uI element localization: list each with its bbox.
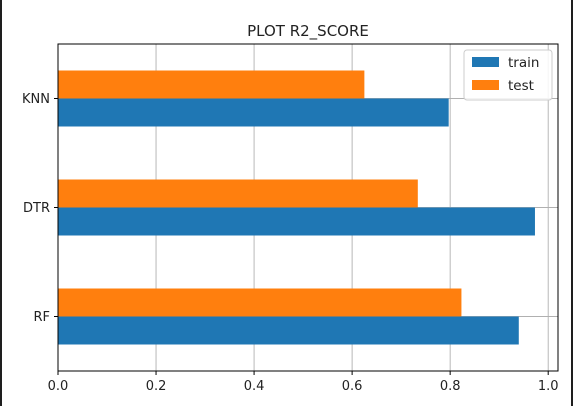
bar-test-knn — [58, 70, 365, 99]
y-tick-label: KNN — [22, 92, 50, 107]
legend-label-test: test — [508, 78, 534, 94]
y-tick-label: DTR — [23, 201, 50, 216]
x-tick-label: 0.4 — [244, 379, 265, 394]
y-tick-label: RF — [33, 310, 50, 325]
bar-test-rf — [58, 288, 462, 317]
bar-train-knn — [58, 98, 449, 127]
legend-swatch-train — [472, 57, 499, 67]
x-tick-label: 0.8 — [440, 379, 461, 394]
x-tick-label: 0.2 — [146, 379, 167, 394]
x-tick-label: 1.0 — [538, 379, 559, 394]
bar-train-rf — [58, 316, 519, 345]
legend-swatch-test — [472, 80, 499, 90]
bar-train-dtr — [58, 207, 535, 236]
chart-title: PLOT R2_SCORE — [247, 22, 369, 41]
x-tick-label: 0.0 — [48, 379, 69, 394]
bar-test-dtr — [58, 179, 418, 208]
axis-ticks: 0.0 0.2 0.4 0.6 0.8 1.0 RF DTR KNN — [22, 92, 559, 394]
bars — [58, 70, 535, 345]
legend-label-train: train — [508, 55, 539, 71]
x-tick-label: 0.6 — [342, 379, 363, 394]
legend: train test — [463, 49, 553, 101]
